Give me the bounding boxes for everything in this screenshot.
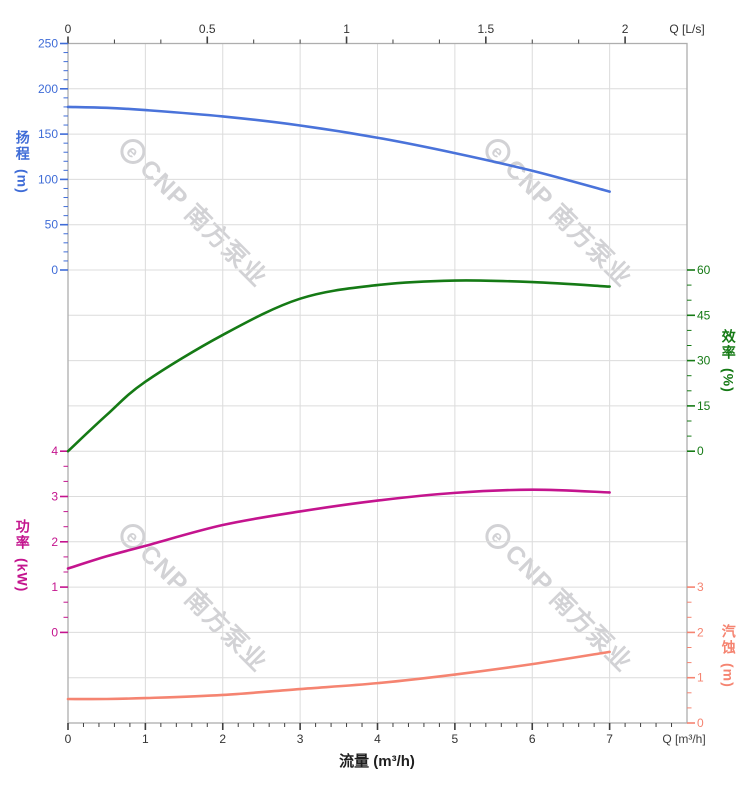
head-axis-title-text: 扬程 (14, 130, 31, 162)
top-axis: 0 0.5 1 1.5 2 (65, 22, 629, 44)
power-axis-title: 功率 (kW) (14, 519, 31, 593)
svg-text:CNP 南方泵业: CNP 南方泵业 (499, 154, 638, 293)
eff-axis-title-text: 效率 (720, 329, 737, 361)
bottom-tick-label: 7 (606, 732, 613, 746)
npsh-axis-tick-label: 1 (697, 671, 704, 685)
power-axis: 0 1 2 3 4 (51, 444, 68, 639)
eff-axis-unit: (%) (720, 368, 737, 393)
power-axis-tick-label: 1 (51, 580, 58, 594)
eff-axis-tick-label: 60 (697, 263, 711, 277)
power-axis-tick-label: 3 (51, 490, 58, 504)
npsh-axis-tick-label: 2 (697, 625, 704, 639)
head-axis-title: 扬程 (m) (14, 130, 31, 194)
top-tick-label: 1 (343, 22, 350, 36)
cnp-logo-icon (485, 523, 511, 549)
npsh-axis-title: 汽蚀 (m) (720, 624, 737, 688)
flow-axis-title: 流量 (m³/h) (339, 753, 415, 770)
power-curve (66, 488, 611, 570)
top-tick-label: 1.5 (477, 22, 494, 36)
bottom-tick-label: 2 (219, 732, 226, 746)
top-tick-label: 0 (65, 22, 72, 36)
bottom-tick-label: 1 (142, 732, 149, 746)
top-axis-unit-label: Q [L/s] (669, 22, 705, 36)
head-axis-tick-label: 100 (38, 172, 58, 186)
head-axis: 0 50 100 150 200 250 (38, 37, 68, 277)
head-axis-tick-label: 50 (45, 218, 59, 232)
eff-curve (66, 279, 611, 453)
svg-text:CNP 南方泵业: CNP 南方泵业 (134, 539, 273, 678)
top-tick-label: 0.5 (199, 22, 216, 36)
npsh-axis-tick-label: 3 (697, 580, 704, 594)
bottom-tick-label: 4 (374, 732, 381, 746)
bottom-tick-label: 3 (297, 732, 304, 746)
eff-axis-tick-label: 0 (697, 444, 704, 458)
curves (66, 105, 611, 701)
npsh-axis: 0 1 2 3 (687, 580, 704, 730)
bottom-axis: 0 1 2 3 4 5 6 7 (65, 723, 673, 746)
bottom-tick-label: 6 (529, 732, 536, 746)
npsh-axis-unit: (m) (720, 663, 737, 688)
bottom-tick-label: 5 (452, 732, 459, 746)
power-axis-title-text: 功率 (14, 519, 31, 551)
head-axis-tick-label: 150 (38, 127, 58, 141)
power-axis-unit: (kW) (14, 558, 31, 593)
bottom-tick-label: 0 (65, 732, 72, 746)
npsh-curve (66, 650, 611, 701)
svg-text:CNP 南方泵业: CNP 南方泵业 (134, 154, 273, 293)
head-axis-tick-label: 0 (51, 263, 58, 277)
eff-axis-title: 效率 (%) (720, 329, 737, 393)
cnp-logo-icon (120, 523, 146, 549)
head-axis-tick-label: 200 (38, 82, 58, 96)
cnp-logo-icon (485, 138, 511, 164)
npsh-axis-title-text: 汽蚀 (720, 624, 737, 656)
npsh-axis-tick-label: 0 (697, 716, 704, 730)
power-axis-tick-label: 4 (51, 444, 58, 458)
head-axis-unit: (m) (14, 169, 31, 194)
svg-text:CNP 南方泵业: CNP 南方泵业 (499, 539, 638, 678)
eff-axis: 0 15 30 45 60 (687, 263, 711, 458)
head-axis-tick-label: 250 (38, 37, 58, 51)
power-axis-tick-label: 2 (51, 535, 58, 549)
top-tick-label: 2 (622, 22, 629, 36)
eff-axis-tick-label: 15 (697, 399, 711, 413)
power-axis-tick-label: 0 (51, 625, 58, 639)
eff-axis-tick-label: 30 (697, 354, 711, 368)
bottom-axis-unit-label: Q [m³/h] (662, 732, 706, 746)
cnp-logo-icon (120, 138, 146, 164)
eff-axis-tick-label: 45 (697, 308, 711, 322)
head-curve (66, 105, 611, 193)
